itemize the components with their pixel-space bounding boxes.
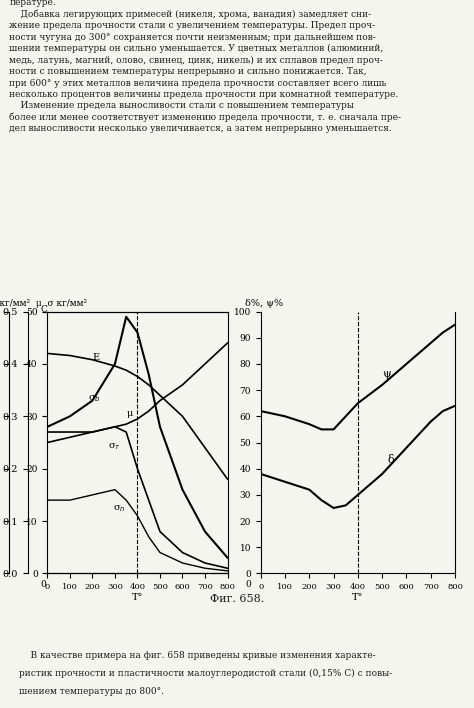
- Text: шением температуры до 800°.: шением температуры до 800°.: [19, 687, 164, 696]
- Text: E кг/мм²  μ  σ кг/мм²: E кг/мм² μ σ кг/мм²: [0, 299, 87, 308]
- X-axis label: T°: T°: [132, 593, 143, 602]
- Text: дел выносливости несколько увеличивается, а затем непрерывно уменьшается.: дел выносливости несколько увеличивается…: [9, 125, 392, 133]
- Text: медь, латунь, магний, олово, свинец, цинк, никель) и их сплавов предел проч-: медь, латунь, магний, олово, свинец, цин…: [9, 56, 383, 64]
- Text: σ$_т$: σ$_т$: [108, 441, 121, 452]
- Text: Добавка легирующих примесей (никеля, хрома, ванадия) замедляет сни-: Добавка легирующих примесей (никеля, хро…: [9, 10, 372, 19]
- Text: ристик прочности и пластичности малоуглеродистой стали (0,15% С) с повы-: ристик прочности и пластичности малоугле…: [19, 669, 392, 678]
- Text: В качестве примера на фиг. 658 приведены кривые изменения характе-: В качестве примера на фиг. 658 приведены…: [19, 651, 375, 661]
- Text: пературе.: пературе.: [9, 0, 56, 8]
- Text: 0: 0: [40, 580, 46, 588]
- Text: δ%, ψ%: δ%, ψ%: [245, 299, 283, 308]
- Text: ности с повышением температуры непрерывно и сильно понижается. Так,: ности с повышением температуры непрерывн…: [9, 67, 367, 76]
- Text: Изменение предела выносливости стали с повышением температуры: Изменение предела выносливости стали с п…: [9, 101, 355, 110]
- Text: шении температуры он сильно уменьшается. У цветных металлов (алюминий,: шении температуры он сильно уменьшается.…: [9, 44, 384, 53]
- X-axis label: T°: T°: [352, 593, 364, 602]
- Text: жение предела прочности стали с увеличением температуры. Предел проч-: жение предела прочности стали с увеличен…: [9, 21, 376, 30]
- Text: μ: μ: [126, 409, 132, 418]
- Text: при 600° у этих металлов величина предела прочности составляет всего лишь: при 600° у этих металлов величина предел…: [9, 79, 387, 88]
- Text: Фиг. 658.: Фиг. 658.: [210, 594, 264, 604]
- Text: E: E: [92, 353, 100, 362]
- Text: несколько процентов величины предела прочности при комнатной температуре.: несколько процентов величины предела про…: [9, 90, 399, 99]
- Text: σ$_b$: σ$_b$: [88, 394, 100, 404]
- Text: δ: δ: [387, 455, 393, 465]
- Text: более или менее соответствует изменению предела прочности, т. е. сначала пре-: более или менее соответствует изменению …: [9, 113, 401, 122]
- Text: 0: 0: [245, 580, 251, 588]
- Text: ности чугуна до 300° сохраняется почти неизменным; при дальнейшем пов-: ности чугуна до 300° сохраняется почти н…: [9, 33, 376, 42]
- Text: σ$_n$: σ$_n$: [113, 503, 125, 515]
- Text: ψ: ψ: [382, 369, 391, 379]
- Text: C: C: [40, 304, 47, 314]
